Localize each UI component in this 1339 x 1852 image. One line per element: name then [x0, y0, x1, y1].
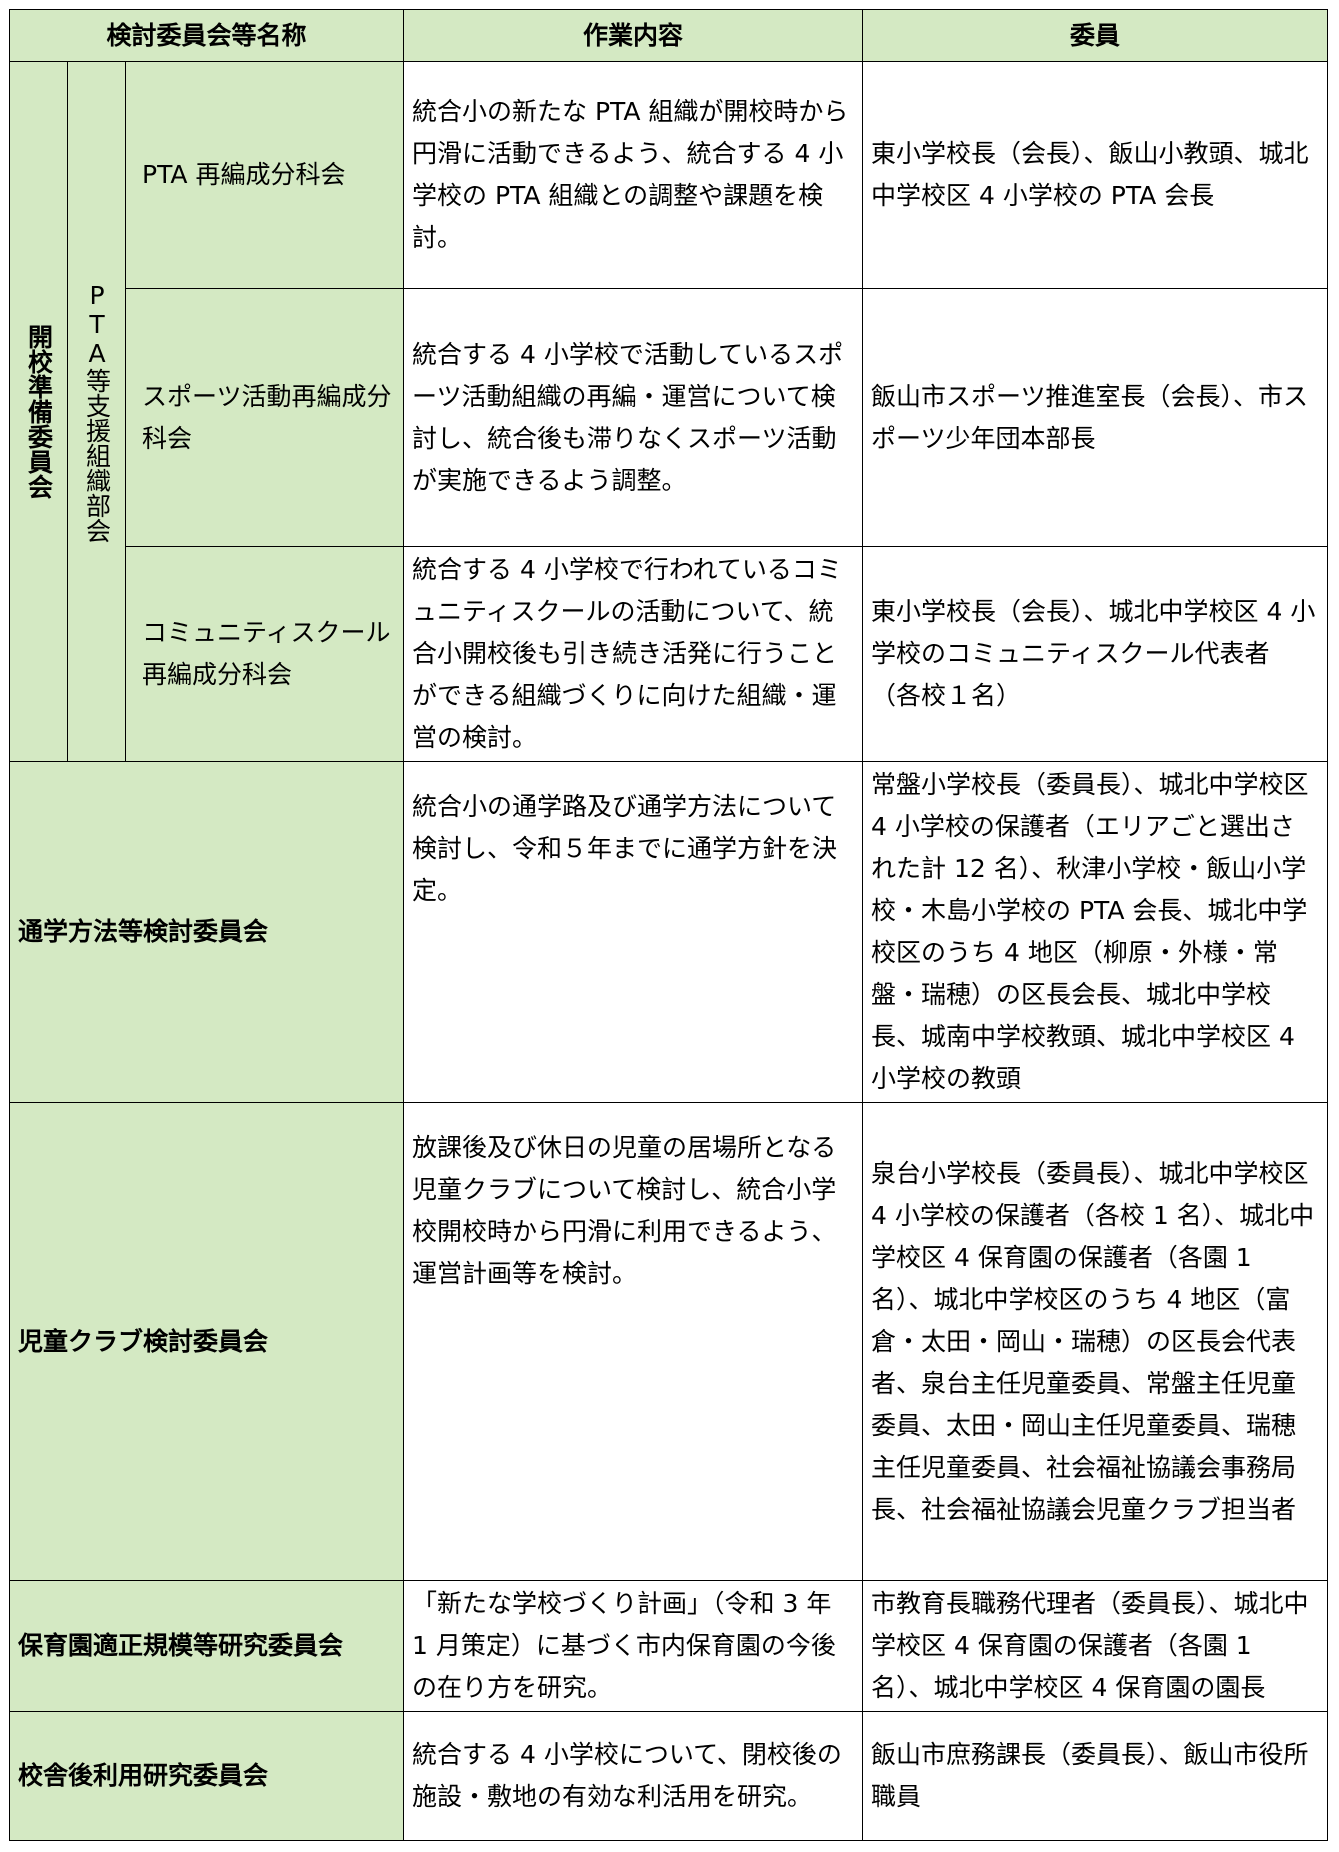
- row: 校舎後利用研究委員会 統合する 4 小学校について、閉校後の施設・敷地の有効な利活…: [8, 1711, 1329, 1841]
- cell: 統合小の新たな PTA 組織が開校時から円滑に活動できるよう、統合する 4 小学…: [403, 61, 864, 289]
- cell: 東小学校長（会長）、城北中学校区 4 小学校のコミュニティスクール代表者（各校１…: [862, 546, 1329, 762]
- cell: コミュニティスクール再編成分科会: [124, 546, 405, 762]
- cell: 飯山市庶務課長（委員長）、飯山市役所職員: [862, 1711, 1329, 1841]
- header-cell: 検討委員会等名称: [8, 9, 405, 62]
- cell: 市教育長職務代理者（委員長）、城北中学校区 4 保育園の保護者（各園 1 名）、…: [862, 1580, 1329, 1712]
- cell: 「新たな学校づくり計画」（令和 3 年 1 月策定）に基づく市内保育園の今後の在…: [403, 1580, 864, 1712]
- cell: 統合する 4 小学校で活動しているスポーツ活動組織の再編・運営について検討し、統…: [403, 288, 864, 547]
- cell: 開校準備委員会: [9, 61, 68, 762]
- cell: PTA等支援組織部会: [67, 61, 126, 762]
- table-body: 検討委員会等名称 作業内容 委員 開校準備委員会 PTA等支援組織部会 PTA 再編…: [8, 9, 1329, 1841]
- cell: スポーツ活動再編成分科会: [124, 288, 405, 547]
- cell: 泉台小学校長（委員長）、城北中学校区 4 小学校の保護者（各校 1 名）、城北中…: [862, 1102, 1329, 1581]
- cell: 統合する 4 小学校で行われているコミュニティスクールの活動について、統合小開校…: [403, 546, 864, 762]
- cell: 常盤小学校長（委員長）、城北中学校区 4 小学校の保護者（エリアごと選出された計…: [862, 761, 1329, 1103]
- cell: 児童クラブ検討委員会: [8, 1102, 405, 1581]
- row: コミュニティスクール再編成分科会 統合する 4 小学校で行われているコミュニティス…: [10, 546, 1329, 762]
- cell: 放課後及び休日の児童の居場所となる児童クラブについて検討し、統合小学校開校時から…: [403, 1102, 864, 1581]
- header-row: 検討委員会等名称 作業内容 委員: [8, 9, 1329, 62]
- row: 保育園適正規模等研究委員会 「新たな学校づくり計画」（令和 3 年 1 月策定）に…: [8, 1580, 1329, 1712]
- committee-table: 検討委員会等名称 作業内容 委員 開校準備委員会 PTA等支援組織部会 PTA 再編…: [8, 9, 1329, 1841]
- cell: 校舎後利用研究委員会: [8, 1711, 405, 1841]
- row: 通学方法等検討委員会 統合小の通学路及び通学方法について検討し、令和５年までに通学…: [8, 761, 1329, 1103]
- row: 開校準備委員会 PTA等支援組織部会 PTA 再編成分科会 統合小の新たな PTA 組…: [9, 61, 1329, 762]
- cell: 保育園適正規模等研究委員会: [8, 1580, 405, 1712]
- cell: 東小学校長（会長）、飯山小教頭、城北中学校区 4 小学校の PTA 会長: [862, 61, 1329, 289]
- cell: 統合する 4 小学校について、閉校後の施設・敷地の有効な利活用を研究。: [403, 1711, 864, 1841]
- cell: PTA 再編成分科会: [124, 61, 405, 289]
- row: 児童クラブ検討委員会 放課後及び休日の児童の居場所となる児童クラブについて検討し、…: [8, 1102, 1329, 1581]
- header-cell: 委員: [862, 9, 1329, 62]
- cell: 統合小の通学路及び通学方法について検討し、令和５年までに通学方針を決定。: [403, 761, 864, 1103]
- header-cell: 作業内容: [403, 9, 864, 62]
- cell: 通学方法等検討委員会: [8, 761, 405, 1103]
- cell: 飯山市スポーツ推進室長（会長）、市スポーツ少年団本部長: [862, 288, 1329, 547]
- row: スポーツ活動再編成分科会 統合する 4 小学校で活動しているスポーツ活動組織の再編…: [10, 288, 1329, 547]
